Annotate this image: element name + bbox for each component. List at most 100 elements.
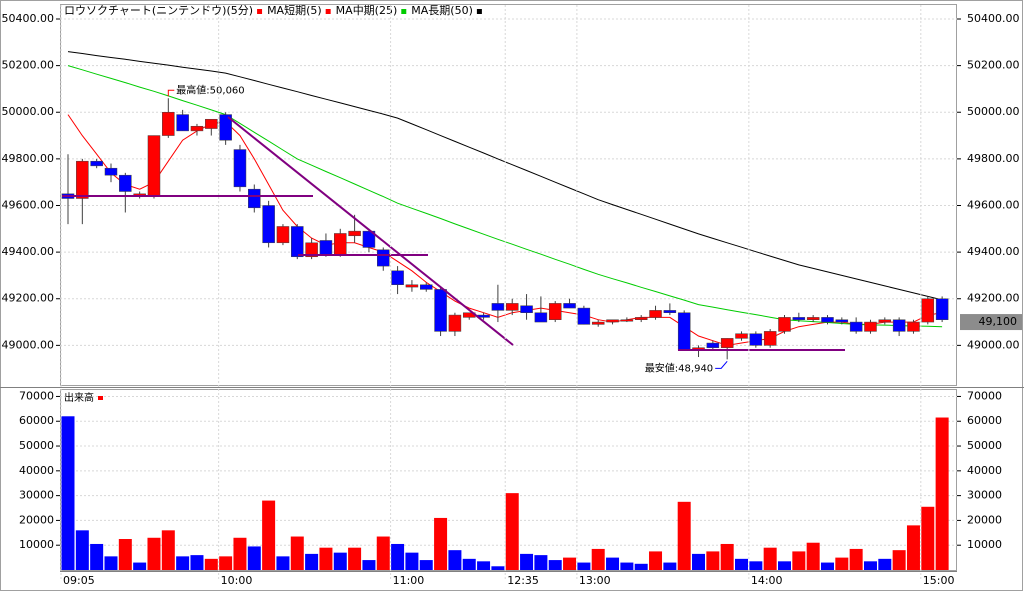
annotation: 最高値:50,060 (176, 83, 244, 96)
volume-bar (176, 556, 190, 570)
legend-marker (98, 396, 103, 400)
legend-marker (325, 9, 331, 14)
y-tick-label: 50200.00 (967, 59, 1020, 72)
candle-body (892, 319, 906, 332)
candle-body (119, 174, 132, 192)
x-tick-label: 13:00 (579, 574, 611, 587)
y-tick-label: 49000.00 (2, 338, 55, 351)
candle-body (219, 114, 232, 141)
legend-marker (401, 9, 407, 14)
volume-pane (60, 389, 957, 571)
candle-body (76, 160, 89, 199)
candle-body (534, 312, 548, 323)
candle (864, 319, 877, 334)
y-tick-label: 20000 (967, 513, 1002, 526)
volume-bar (792, 551, 806, 570)
candle-body (749, 333, 763, 346)
candle (907, 319, 920, 334)
candle (749, 331, 763, 348)
candle (620, 317, 634, 323)
candle-body (434, 289, 447, 332)
candle (147, 135, 161, 199)
volume-bar (634, 563, 648, 570)
volume-bar (520, 553, 534, 570)
volume-bar (448, 550, 462, 570)
volume-bar (620, 562, 634, 570)
candle-body (233, 149, 247, 188)
x-tick-label: 10:00 (221, 574, 253, 587)
volume-bar (534, 555, 548, 570)
volume-bar (835, 557, 849, 570)
y-tick-label: 49200.00 (967, 292, 1020, 305)
y-tick-label: 50000 (967, 439, 1002, 452)
volume-bar (849, 548, 863, 570)
candle-body (677, 312, 691, 351)
trend-lines (62, 116, 845, 351)
candle (233, 144, 247, 192)
volume-bar (362, 560, 376, 570)
volume-bar (663, 562, 677, 570)
candle-body (405, 284, 419, 288)
candle (706, 340, 720, 351)
candle-body (821, 317, 834, 323)
volume-bar (276, 556, 290, 570)
volume-bar (606, 557, 620, 570)
candle-body (362, 230, 376, 248)
candle (205, 118, 218, 136)
x-tick-label: 14:00 (751, 574, 783, 587)
y-tick-label: 40000 (19, 464, 54, 477)
candle (792, 312, 806, 323)
annotation-arrow (715, 361, 728, 369)
candle (76, 158, 89, 225)
y-tick-label: 60000 (19, 414, 54, 427)
candle (563, 298, 576, 309)
candle (548, 301, 562, 323)
candle-body (849, 321, 863, 332)
candle (835, 317, 849, 325)
candle-body (147, 135, 161, 197)
candle (104, 163, 118, 183)
y-tick-label: 49600.00 (967, 198, 1020, 211)
candle-body (391, 270, 404, 286)
candle-body (305, 242, 318, 258)
volume-bar (333, 552, 347, 570)
x-tick-label: 15:00 (923, 574, 955, 587)
candle-body (319, 240, 333, 255)
volume-bar (548, 560, 562, 570)
candle-body (104, 167, 118, 176)
candle-body (262, 205, 275, 244)
candle (405, 280, 419, 292)
candle (849, 317, 863, 334)
candle-body (907, 321, 920, 332)
candle-body (563, 303, 576, 309)
candle-body (90, 160, 103, 167)
candle-body (835, 319, 849, 323)
y-tick-label: 49400.00 (2, 245, 55, 258)
y-tick-label: 49000.00 (967, 338, 1020, 351)
chart-title: 出来高 (64, 391, 94, 404)
candle (520, 294, 533, 320)
volume-bar (735, 558, 749, 570)
volume-bar (906, 525, 920, 570)
candle-body (663, 310, 677, 313)
y-tick-label: 20000 (19, 513, 54, 526)
candle (491, 284, 505, 323)
volume-bar (505, 493, 519, 570)
volume-bar (563, 557, 577, 570)
x-tick-label: 11:00 (393, 574, 425, 587)
candle (448, 312, 462, 337)
volume-bar (577, 562, 591, 570)
volume-bar (348, 547, 362, 570)
volume-bar (133, 562, 147, 570)
candle-body (334, 233, 347, 255)
candle-body (620, 319, 634, 322)
y-tick-label: 30000 (967, 489, 1002, 502)
volume-bar (419, 560, 433, 570)
candle (806, 315, 820, 323)
candle-body (606, 319, 619, 323)
volume-bar (462, 558, 476, 570)
volume-bar (649, 551, 663, 570)
y-tick-label: 60000 (967, 414, 1002, 427)
y-tick-label: 70000 (967, 389, 1002, 402)
